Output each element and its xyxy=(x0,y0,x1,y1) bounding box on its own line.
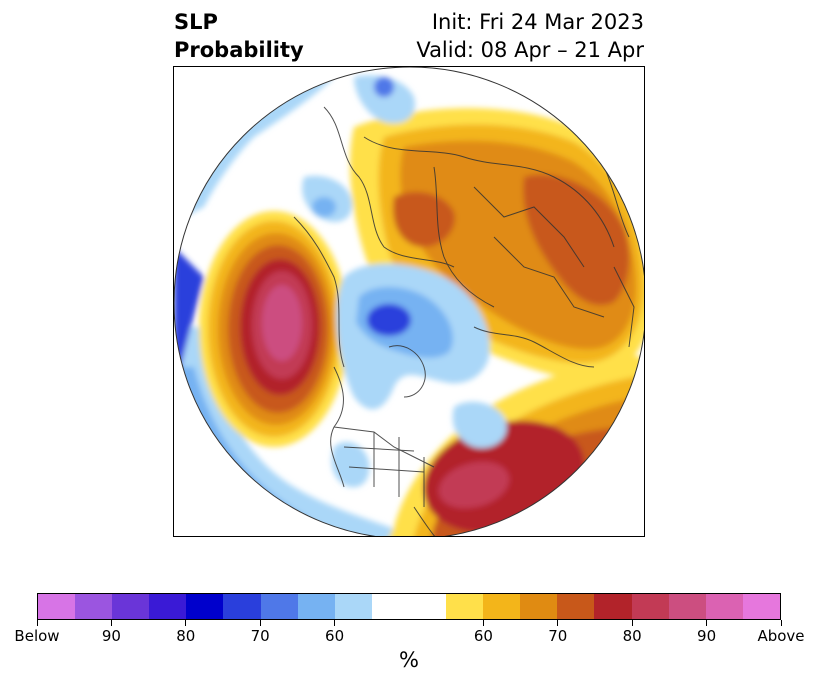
init-date-label: Init: Fri 24 Mar 2023 xyxy=(431,10,644,34)
colorbar-tick xyxy=(185,620,187,626)
colorbar-segment xyxy=(408,594,447,619)
colorbar-segment xyxy=(38,594,76,619)
colorbar-segment xyxy=(520,594,558,619)
polar-projection-map xyxy=(174,67,644,536)
colorbar-segment xyxy=(705,594,743,619)
probability-field xyxy=(174,67,644,536)
colorbar-tick xyxy=(780,620,782,626)
colorbar-tick xyxy=(557,620,559,626)
colorbar-segment xyxy=(742,594,780,619)
colorbar-tick-label: Below xyxy=(14,627,60,645)
map-title: SLP Probability xyxy=(174,8,304,64)
colorbar-segment xyxy=(223,594,261,619)
colorbar-tick-label: 60 xyxy=(473,627,493,645)
colorbar-tick xyxy=(482,620,484,626)
valid-range-label: Valid: 08 Apr – 21 Apr xyxy=(416,38,644,62)
colorbar-tick-label: 70 xyxy=(548,627,568,645)
colorbar-tick xyxy=(334,620,336,626)
colorbar-segment xyxy=(260,594,298,619)
colorbar-tick-label: 90 xyxy=(101,627,121,645)
colorbar-segment xyxy=(112,594,150,619)
colorbar-unit-label: % xyxy=(399,648,419,672)
colorbar-segment xyxy=(334,594,372,619)
colorbar-segment xyxy=(371,594,409,619)
title-line-probability: Probability xyxy=(174,38,304,62)
colorbar-segment xyxy=(557,594,595,619)
colorbar-tick-label: Above xyxy=(757,627,805,645)
colorbar-segment xyxy=(483,594,521,619)
colorbar-segment xyxy=(631,594,669,619)
colorbar-tick xyxy=(36,620,38,626)
colorbar-tick-label: 80 xyxy=(622,627,642,645)
map-dates: Init: Fri 24 Mar 2023 Valid: 08 Apr – 21… xyxy=(416,8,644,64)
title-line-variable: SLP xyxy=(174,10,218,34)
colorbar-segment xyxy=(594,594,632,619)
polar-map-frame xyxy=(173,66,645,537)
colorbar-tick xyxy=(259,620,261,626)
colorbar-tick-label: 60 xyxy=(325,627,345,645)
colorbar-segment xyxy=(668,594,706,619)
colorbar-segment xyxy=(149,594,187,619)
colorbar-tick xyxy=(110,620,112,626)
colorbar xyxy=(37,593,781,620)
colorbar-segment xyxy=(186,594,224,619)
colorbar-segment xyxy=(75,594,113,619)
colorbar-tick xyxy=(706,620,708,626)
colorbar-tick-label: 70 xyxy=(250,627,270,645)
colorbar-segment xyxy=(297,594,335,619)
colorbar-tick-label: 80 xyxy=(176,627,196,645)
colorbar-segment xyxy=(446,594,484,619)
colorbar-tick-label: 90 xyxy=(697,627,717,645)
colorbar-tick xyxy=(631,620,633,626)
